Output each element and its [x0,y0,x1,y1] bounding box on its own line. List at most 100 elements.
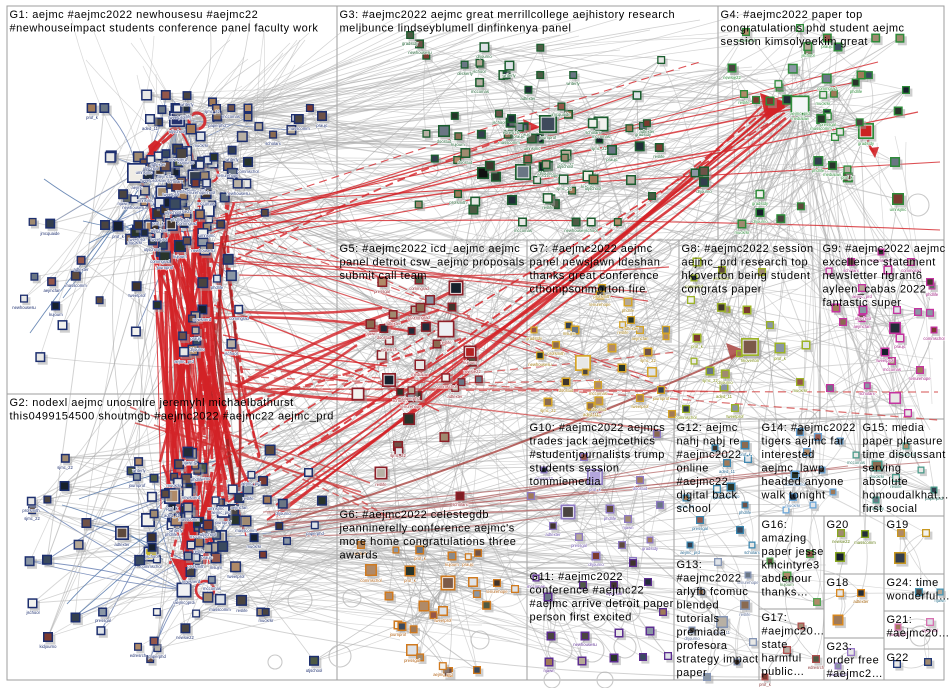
svg-text:aejmcfan: aejmcfan [632,336,650,341]
svg-text:aejmc_prd: aejmc_prd [174,600,194,605]
svg-text:jmcquaide: jmcquaide [39,231,60,236]
svg-text:kujourn: kujourn [173,254,187,259]
svg-text:jschool: jschool [491,120,505,125]
svg-text:reslife: reslife [193,549,205,554]
svg-text:docstud: docstud [559,388,574,393]
svg-text:conference #aejmc22: conference #aejmc22 [530,584,645,596]
svg-text:tweetprof: tweetprof [168,115,186,120]
svg-text:public…: public… [762,666,805,678]
svg-text:newsnerd: newsnerd [169,157,188,162]
svg-text:jschool: jschool [25,610,39,615]
svg-text:tommiemedia: tommiemedia [530,476,602,488]
svg-text:session kimsolyeekim great: session kimsolyeekim great [721,36,869,48]
svg-text:G6: #aejmc2022 celestegdb: G6: #aejmc2022 celestegdb [340,509,489,521]
svg-text:aded_11: aded_11 [142,126,159,131]
svg-text:#newhouseimpact students confe: #newhouseimpact students conference pane… [10,22,319,34]
svg-text:reslife: reslife [653,154,665,159]
svg-text:umnsjmc: umnsjmc [199,233,216,238]
svg-text:newhousesu: newhousesu [528,362,552,367]
svg-text:aejmcfan: aejmcfan [231,505,249,510]
svg-text:aejmc: aejmc [131,185,142,190]
svg-text:sjmc_22: sjmc_22 [591,146,607,151]
svg-text:profsmith: profsmith [22,508,40,513]
svg-text:writerly: writerly [502,73,516,78]
svg-text:commschol: commschol [675,415,696,420]
svg-text:commschol: commschol [140,564,161,569]
svg-text:#studentjournalists trump: #studentjournalists trump [530,449,665,461]
svg-text:commschol: commschol [360,578,381,583]
svg-text:paperphd: paperphd [306,531,324,536]
svg-text:muckrkr: muckrkr [259,618,274,623]
svg-text:jschool: jschool [144,554,158,559]
svg-text:G16:: G16: [762,519,788,531]
svg-text:aejmc_prd: aejmc_prd [680,550,700,555]
svg-text:commgrad: commgrad [229,316,249,321]
svg-text:adtexter: adtexter [385,321,401,326]
svg-text:praujc: praujc [894,344,905,349]
svg-text:#aejmc arrive detroit paper: #aejmc arrive detroit paper [530,598,674,610]
svg-text:muckrkr: muckrkr [128,240,143,245]
svg-text:first social: first social [863,503,918,515]
svg-text:adtexter: adtexter [639,129,655,134]
svg-text:hkoverton being student: hkoverton being student [682,270,811,282]
svg-text:mccomas: mccomas [589,391,607,396]
svg-text:scholarx: scholarx [859,391,875,396]
svg-text:mccomas: mccomas [514,228,532,233]
svg-text:sjmc_22: sjmc_22 [540,408,556,413]
svg-text:commschol: commschol [237,169,258,174]
svg-text:sjmc_22: sjmc_22 [24,516,40,521]
svg-text:#aejmc2…: #aejmc2… [827,668,884,680]
svg-text:panel newsjawn ldeshan: panel newsjawn ldeshan [530,256,661,268]
svg-text:journprof: journprof [652,396,670,401]
svg-text:reslife: reslife [236,608,248,613]
svg-text:utjschool: utjschool [151,228,168,233]
svg-text:umnsjmc: umnsjmc [890,207,907,212]
svg-text:G4: #aejmc2022 paper top: G4: #aejmc2022 paper top [721,9,863,21]
svg-text:#aejmc2022: #aejmc2022 [677,572,742,584]
svg-text:tenurehope: tenurehope [589,302,611,307]
svg-text:more home congratulations thre: more home congratulations three [340,536,517,548]
svg-text:paper pleasure: paper pleasure [863,435,943,447]
svg-text:G11: #aejmc2022: G11: #aejmc2022 [530,571,624,583]
svg-text:prof_k: prof_k [774,356,787,361]
svg-text:newhousesu: newhousesu [12,305,36,310]
svg-text:journprof: journprof [389,632,407,637]
svg-text:gradstdy: gradstdy [526,336,543,341]
svg-text:drjourno: drjourno [752,219,768,224]
svg-text:umnsjmc: umnsjmc [208,506,225,511]
svg-text:kujourn: kujourn [445,562,459,567]
svg-text:adtexter: adtexter [114,542,130,547]
svg-text:commgrad: commgrad [177,221,197,226]
svg-text:utjschool: utjschool [144,247,161,252]
svg-text:sjmc_22: sjmc_22 [390,453,406,458]
svg-text:sjmc_22: sjmc_22 [556,186,572,191]
svg-text:jschool: jschool [471,69,485,74]
svg-text:newsnerd: newsnerd [182,495,201,500]
svg-text:njawn: njawn [623,525,635,530]
svg-text:commgrad: commgrad [410,315,430,320]
svg-text:absolute: absolute [863,476,909,488]
svg-text:meljbunce lindseyblumell dinfi: meljbunce lindseyblumell dinfinkenya pan… [340,22,572,34]
svg-text:#aejmc20…: #aejmc20… [887,627,950,639]
svg-text:journprof: journprof [539,135,557,140]
svg-text:masscomm: masscomm [209,607,231,612]
svg-text:adtexter: adtexter [545,532,561,537]
svg-text:muckrkr: muckrkr [735,230,750,235]
svg-text:umnsjmc: umnsjmc [524,146,541,151]
svg-text:utjschool: utjschool [855,316,872,321]
svg-text:pressgal: pressgal [571,543,587,548]
svg-text:praujc: praujc [316,123,327,128]
svg-text:jschool: jschool [583,228,597,233]
svg-text:tenurehope: tenurehope [486,589,508,594]
svg-text:aejmc_prd: aejmc_prd [790,111,810,116]
svg-text:newhousesu: newhousesu [122,205,146,210]
svg-text:scholarx: scholarx [265,141,281,146]
svg-text:G17:: G17: [762,612,788,624]
svg-text:deckerly: deckerly [457,71,473,76]
svg-text:jmcquaide: jmcquaide [550,112,571,117]
svg-text:G13:: G13: [677,559,703,571]
svg-text:tweetprof: tweetprof [150,237,168,242]
svg-text:praujc: praujc [201,555,212,560]
svg-text:reslife: reslife [738,100,750,105]
svg-text:aejmcfan: aejmcfan [854,324,872,329]
